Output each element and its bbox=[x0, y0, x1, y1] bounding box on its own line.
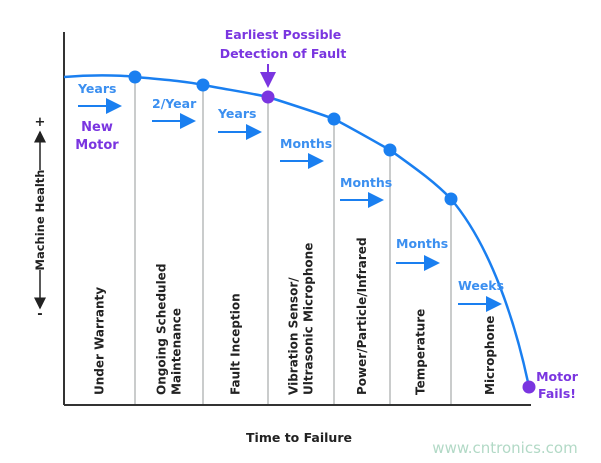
stage-label: Ongoing Scheduled bbox=[155, 264, 169, 395]
stage-label: Vibration Sensor/ bbox=[287, 277, 301, 395]
stage-label: Under Warranty bbox=[93, 287, 107, 395]
end-line1: Motor bbox=[536, 369, 579, 384]
start-line1: New bbox=[81, 120, 113, 135]
annotation-line2: Detection of Fault bbox=[220, 46, 347, 61]
interval-label: Months bbox=[396, 236, 448, 251]
interval-label: Months bbox=[340, 175, 392, 190]
stage-label: Temperature bbox=[414, 309, 428, 395]
interval-label: Weeks bbox=[458, 278, 504, 293]
stage-label: Maintenance bbox=[170, 308, 184, 395]
milestone-dot-purple bbox=[522, 380, 536, 394]
stage-label: Fault Inception bbox=[229, 293, 243, 395]
annotation-line1: Earliest Possible bbox=[225, 27, 342, 42]
interval-label: 2/Year bbox=[152, 96, 197, 111]
interval-label: Years bbox=[77, 81, 116, 96]
milestone-dot bbox=[383, 143, 397, 157]
y-axis-label: Machine Health bbox=[33, 170, 47, 271]
milestone-dot bbox=[327, 112, 341, 126]
health-curve bbox=[63, 74, 531, 388]
interval-label: Months bbox=[280, 136, 332, 151]
watermark: www.cntronics.com bbox=[432, 439, 577, 457]
interval-label: Years bbox=[217, 106, 256, 121]
end-line2: Fails! bbox=[538, 386, 576, 401]
y-axis-minus: - bbox=[37, 307, 42, 322]
stage-label: Ultrasonic Microphone bbox=[302, 243, 316, 395]
milestone-dot bbox=[444, 192, 458, 206]
milestone-dot bbox=[128, 70, 142, 84]
y-axis-label-group: Machine Health bbox=[33, 130, 47, 310]
x-axis-label: Time to Failure bbox=[246, 430, 352, 445]
milestone-dot-purple bbox=[261, 90, 275, 104]
milestone-dot bbox=[196, 78, 210, 92]
start-line2: Motor bbox=[75, 138, 119, 153]
stage-label: Microphone bbox=[483, 316, 497, 395]
stage-label: Power/Particle/Infrared bbox=[355, 237, 369, 395]
stage-dividers bbox=[134, 77, 452, 405]
y-axis-plus: + bbox=[35, 115, 46, 130]
